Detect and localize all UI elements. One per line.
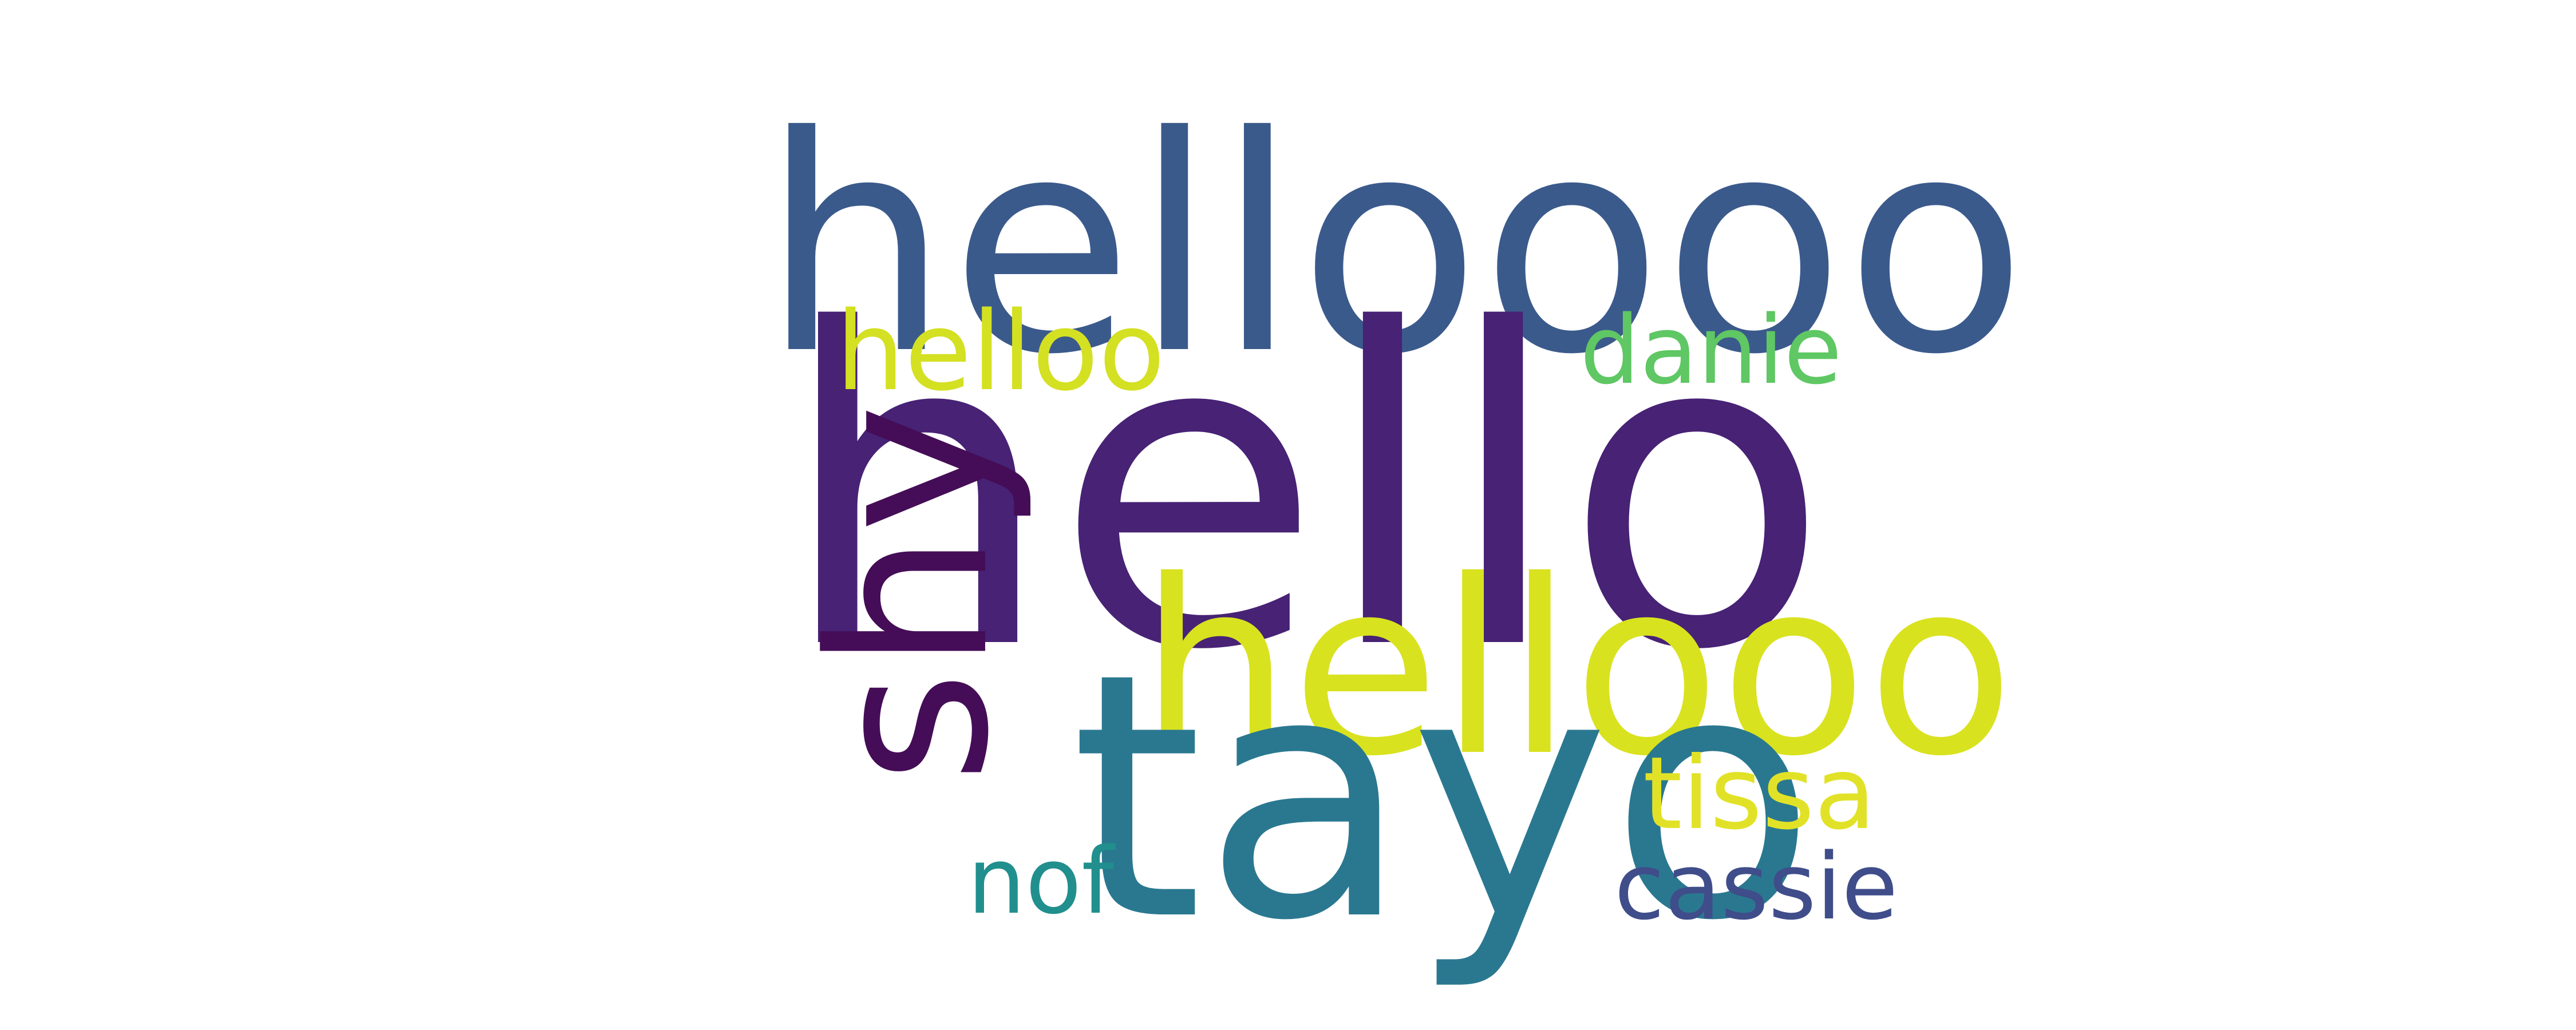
word-helloo: helloo: [836, 288, 1165, 415]
word-tissa: tissa: [1643, 736, 1876, 852]
word-hello: hello: [779, 239, 1830, 745]
word-hellooo: hellooo: [1139, 529, 2014, 809]
word-helloooo: helloooo: [761, 73, 2028, 419]
word-shy: shy: [783, 404, 1037, 784]
word-danie: danie: [1580, 295, 1842, 405]
word-nof: nof: [967, 827, 1114, 934]
word-cassie: cassie: [1614, 833, 1898, 940]
word-tayo: tayo: [1070, 601, 1817, 995]
